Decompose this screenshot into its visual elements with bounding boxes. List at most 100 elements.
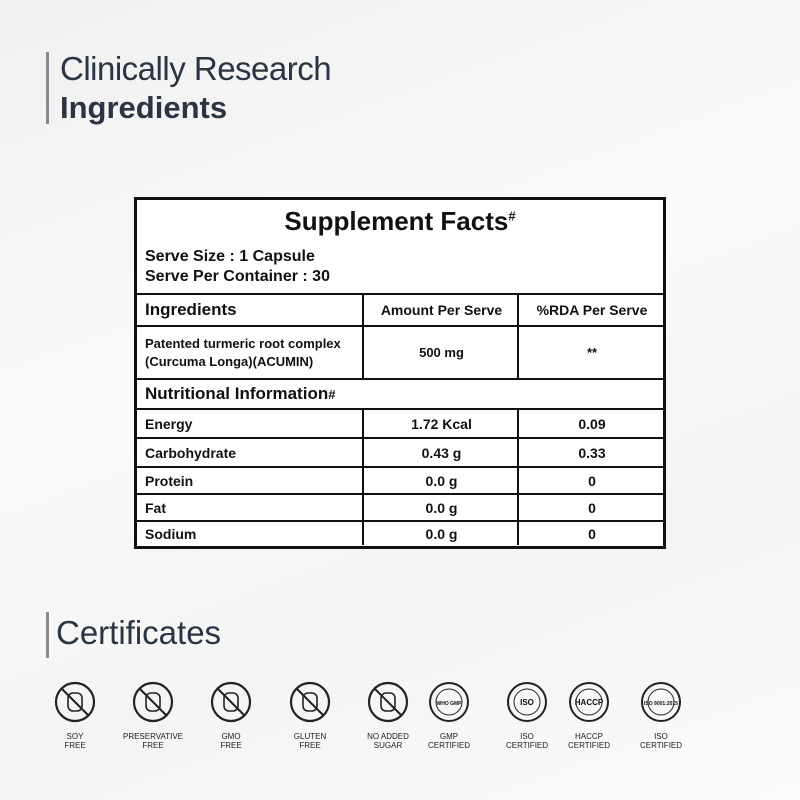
ingredient-amount: 500 mg xyxy=(362,327,519,378)
certificate-icon: HACCP xyxy=(569,682,609,722)
icon-slash xyxy=(296,688,324,716)
certificate-icon xyxy=(54,681,96,723)
icon-ring xyxy=(641,682,681,722)
certificate-icon: ISO 9001:2015 xyxy=(641,682,681,722)
icon-badge: HACCP xyxy=(575,698,604,707)
icon-glyph xyxy=(302,692,318,712)
icon-inner-ring xyxy=(575,688,603,716)
accent-bar xyxy=(46,612,49,658)
certificate-label-line: CERTIFIED xyxy=(567,741,611,750)
nutrition-cell: 0 xyxy=(517,522,665,545)
nutrition-cell: Sodium xyxy=(145,525,197,542)
certificate-label-line: GMP xyxy=(439,732,459,741)
certificate-label: PRESERVATIVE FREE xyxy=(108,732,198,750)
certificate-label-line: CERTIFIED xyxy=(639,741,683,750)
nutrition-row: Energy 1.72 Kcal 0.09 xyxy=(137,408,663,437)
column-header: %RDA Per Serve xyxy=(517,295,665,325)
certificate: WHO GMP GMP CERTIFIED xyxy=(404,680,494,750)
certificate: SOY FREE xyxy=(30,680,120,750)
certificate-label-line: HACCP xyxy=(574,732,603,741)
certificate-label: HACCP CERTIFIED xyxy=(544,732,634,750)
ingredient-rda: ** xyxy=(517,327,665,378)
icon-slash xyxy=(374,688,402,716)
certificate: PRESERVATIVE FREE xyxy=(108,680,198,750)
certificate: NO ADDED SUGAR xyxy=(343,680,433,750)
certificate-label: GLUTEN FREE xyxy=(265,732,355,750)
certificate-label-line: FREE xyxy=(64,741,86,750)
nutrition-cell: Fat xyxy=(145,499,166,516)
certificate-label: NO ADDED SUGAR xyxy=(343,732,433,750)
ingredient-name: Patented turmeric root complex (Curcuma … xyxy=(145,327,360,378)
certificate-label-line: FREE xyxy=(220,741,242,750)
certificate: ISO ISO CERTIFIED xyxy=(482,680,572,750)
icon-inner-ring xyxy=(647,688,675,716)
nutrition-cell: Energy xyxy=(145,415,193,432)
certificate-icon xyxy=(210,681,252,723)
icon-ring xyxy=(210,681,252,723)
nutrition-header: Nutritional Information # xyxy=(137,378,663,408)
nutrition-title: Nutritional Information # xyxy=(145,380,645,408)
serve-size: Serve Size : 1 Capsule xyxy=(145,248,315,265)
icon-ring xyxy=(54,681,96,723)
certificate-label-line: GMO xyxy=(221,732,241,741)
certificate-label-line: FREE xyxy=(299,741,321,750)
certificate-label: ISO CERTIFIED xyxy=(616,732,706,750)
nutrition-cell: 0.0 g xyxy=(362,495,519,520)
nutrition-row: Carbohydrate 0.43 g 0.33 xyxy=(137,437,663,466)
title-mark: # xyxy=(508,208,516,224)
icon-glyph xyxy=(380,692,396,712)
icon-ring xyxy=(289,681,331,723)
icon-ring xyxy=(429,682,469,722)
nutrition-cell: 1.72 Kcal xyxy=(362,410,519,437)
certificate: HACCP HACCP CERTIFIED xyxy=(544,680,634,750)
heading-line1: Clinically Research xyxy=(60,50,332,87)
icon-badge: ISO 9001:2015 xyxy=(644,701,678,707)
ingredient-line: (Curcuma Longa)(ACUMIN) xyxy=(145,353,314,369)
icon-ring xyxy=(569,682,609,722)
accent-bar xyxy=(46,52,49,124)
certificate-label-line: GLUTEN xyxy=(293,732,327,741)
icon-badge: WHO GMP xyxy=(437,701,463,707)
certificate: GMO FREE xyxy=(186,680,276,750)
title-text: Supplement Facts xyxy=(284,206,509,236)
certificate: ISO 9001:2015 ISO CERTIFIED xyxy=(616,680,706,750)
nutrition-cell: 0.0 g xyxy=(362,522,519,545)
nutrition-cell: 0.43 g xyxy=(362,439,519,466)
column-header: Amount Per Serve xyxy=(362,295,519,325)
certificate-label-line: ISO xyxy=(654,732,668,741)
icon-glyph xyxy=(223,692,239,712)
certificate-label-line: NO ADDED xyxy=(367,732,409,741)
column-header: Ingredients xyxy=(145,300,237,319)
certificate-label-line: SUGAR xyxy=(373,741,403,750)
icon-slash xyxy=(217,688,245,716)
certificate-icon xyxy=(367,681,409,723)
nutrition-cell: Protein xyxy=(145,472,194,489)
icon-ring xyxy=(367,681,409,723)
nutrition-cell: 0.09 xyxy=(517,410,665,437)
nutrition-cell: 0.0 g xyxy=(362,468,519,493)
icon-inner-ring xyxy=(513,688,541,716)
certificate-icon: WHO GMP xyxy=(429,682,469,722)
column-header-row: Ingredients Amount Per Serve %RDA Per Se… xyxy=(137,293,663,325)
icon-ring xyxy=(507,682,547,722)
certificate-icon: ISO xyxy=(507,682,547,722)
certificates-title: Certificates xyxy=(56,614,222,651)
nutrition-cell: 0 xyxy=(517,468,665,493)
certificate-label-line: CERTIFIED xyxy=(505,741,549,750)
icon-glyph xyxy=(145,692,161,712)
certificate-label-line: ISO xyxy=(520,732,534,741)
certificate-label: ISO CERTIFIED xyxy=(482,732,572,750)
certificate-label-line: CERTIFIED xyxy=(427,741,471,750)
certificate: GLUTEN FREE xyxy=(265,680,355,750)
certificate-label: GMP CERTIFIED xyxy=(404,732,494,750)
icon-slash xyxy=(139,688,167,716)
certificate-label: GMO FREE xyxy=(186,732,276,750)
facts-title: Supplement Facts# xyxy=(137,206,663,237)
icon-glyph xyxy=(67,692,83,712)
nutrition-cell: Carbohydrate xyxy=(145,444,237,461)
certificate-label-line: FREE xyxy=(142,741,164,750)
nutrition-cell: 0 xyxy=(517,495,665,520)
